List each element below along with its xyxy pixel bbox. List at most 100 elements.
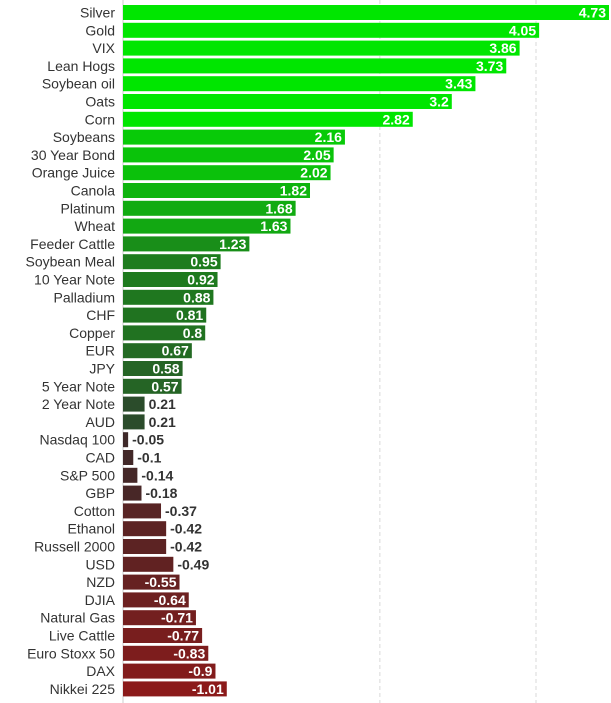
category-label-gbp: GBP — [85, 485, 115, 501]
value-label-gbp: -0.18 — [145, 485, 177, 501]
category-label-usd: USD — [85, 556, 115, 572]
value-label-dax: -0.9 — [188, 663, 212, 679]
category-label-platinum: Platinum — [61, 200, 115, 216]
value-label-eur: 0.67 — [162, 343, 189, 359]
value-label-corn: 2.82 — [383, 111, 410, 127]
value-label-vix: 3.86 — [489, 40, 516, 56]
value-label-wheat: 1.63 — [260, 218, 287, 234]
value-label-djia: -0.64 — [154, 592, 186, 608]
bar-vix — [123, 40, 520, 56]
bar-euro-stoxx-50 — [123, 645, 209, 661]
value-label-5-year-note: 0.57 — [151, 378, 178, 394]
category-label-orange-juice: Orange Juice — [32, 165, 115, 181]
bar-orange-juice — [123, 165, 331, 181]
bar-soybeans — [123, 129, 345, 145]
value-label-orange-juice: 2.02 — [300, 165, 327, 181]
category-label-oats: Oats — [85, 94, 115, 110]
category-label-euro-stoxx-50: Euro Stoxx 50 — [27, 645, 115, 661]
value-label-oats: 3.2 — [429, 94, 449, 110]
value-label-soybean-oil: 3.43 — [445, 76, 472, 92]
value-label-natural-gas: -0.71 — [161, 610, 193, 626]
category-label-nzd: NZD — [86, 574, 115, 590]
value-label-palladium: 0.88 — [183, 289, 210, 305]
bar-aud — [123, 414, 145, 430]
value-label-2-year-note: 0.21 — [149, 396, 176, 412]
value-label-feeder-cattle: 1.23 — [219, 236, 246, 252]
bar-5-year-note — [123, 378, 182, 394]
category-label-s-p-500: S&P 500 — [60, 467, 115, 483]
category-label-dax: DAX — [86, 663, 115, 679]
category-label-russell-2000: Russell 2000 — [34, 539, 115, 555]
value-label-usd: -0.49 — [177, 556, 209, 572]
bar-2-year-note — [123, 396, 145, 412]
value-label-copper: 0.8 — [183, 325, 203, 341]
value-label-10-year-note: 0.92 — [187, 272, 214, 288]
bar-dax — [123, 663, 216, 679]
value-label-cad: -0.1 — [137, 450, 161, 466]
category-label-djia: DJIA — [85, 592, 116, 608]
category-label-vix: VIX — [92, 40, 115, 56]
bar-10-year-note — [123, 272, 218, 287]
category-label-lean-hogs: Lean Hogs — [47, 58, 115, 74]
bar-silver — [123, 5, 609, 20]
category-label-soybeans: Soybeans — [53, 129, 115, 145]
category-label-10-year-note: 10 Year Note — [34, 272, 115, 288]
category-label-palladium: Palladium — [54, 289, 115, 305]
value-label-lean-hogs: 3.73 — [476, 58, 503, 74]
value-label-soybean-meal: 0.95 — [190, 254, 217, 270]
category-label-gold: Gold — [85, 22, 115, 38]
category-label-eur: EUR — [85, 343, 115, 359]
bar-palladium — [123, 289, 214, 305]
bar-cad — [123, 450, 134, 465]
category-label-ethanol: Ethanol — [68, 521, 115, 537]
value-label-nzd: -0.55 — [145, 574, 177, 590]
value-label-30-year-bond: 2.05 — [303, 147, 330, 163]
bar-natural-gas — [123, 610, 196, 626]
category-label-nasdaq-100: Nasdaq 100 — [39, 432, 115, 448]
bar-usd — [123, 556, 174, 572]
bar-nikkei-225 — [123, 681, 227, 697]
category-label-soybean-meal: Soybean Meal — [25, 254, 115, 270]
category-label-natural-gas: Natural Gas — [40, 610, 115, 626]
category-label-jpy: JPY — [89, 361, 115, 377]
category-label-wheat: Wheat — [75, 218, 116, 234]
category-label-2-year-note: 2 Year Note — [42, 396, 115, 412]
bar-djia — [123, 592, 189, 608]
bar-soybean-meal — [123, 254, 221, 270]
bar-s-p-500 — [123, 467, 138, 483]
category-label-soybean-oil: Soybean oil — [42, 76, 115, 92]
bar-eur — [123, 343, 192, 359]
bar-russell-2000 — [123, 539, 167, 554]
bar-wheat — [123, 218, 291, 234]
category-label-5-year-note: 5 Year Note — [42, 378, 115, 394]
bar-canola — [123, 183, 311, 198]
category-label-nikkei-225: Nikkei 225 — [50, 681, 116, 697]
category-label-silver: Silver — [80, 5, 115, 21]
bar-live-cattle — [123, 628, 203, 643]
value-label-russell-2000: -0.42 — [170, 539, 202, 555]
category-label-aud: AUD — [85, 414, 115, 430]
value-label-s-p-500: -0.14 — [141, 467, 173, 483]
category-label-canola: Canola — [71, 183, 116, 199]
value-label-gold: 4.05 — [509, 22, 536, 38]
bar-corn — [123, 111, 413, 127]
category-label-30-year-bond: 30 Year Bond — [31, 147, 115, 163]
value-label-aud: 0.21 — [149, 414, 176, 430]
bar-30-year-bond — [123, 147, 334, 163]
value-label-euro-stoxx-50: -0.83 — [173, 645, 205, 661]
category-label-copper: Copper — [69, 325, 115, 341]
bar-ethanol — [123, 521, 167, 537]
bar-nzd — [123, 574, 180, 590]
bar-gold — [123, 22, 540, 38]
value-label-jpy: 0.58 — [152, 361, 179, 377]
value-label-silver: 4.73 — [579, 5, 606, 21]
bar-soybean-oil — [123, 76, 476, 92]
value-label-chf: 0.81 — [176, 307, 203, 323]
category-label-chf: CHF — [86, 307, 115, 323]
category-label-cad: CAD — [85, 450, 115, 466]
value-label-nasdaq-100: -0.05 — [132, 432, 164, 448]
value-label-soybeans: 2.16 — [315, 129, 342, 145]
value-label-live-cattle: -0.77 — [167, 628, 199, 644]
bar-chf — [123, 307, 207, 323]
